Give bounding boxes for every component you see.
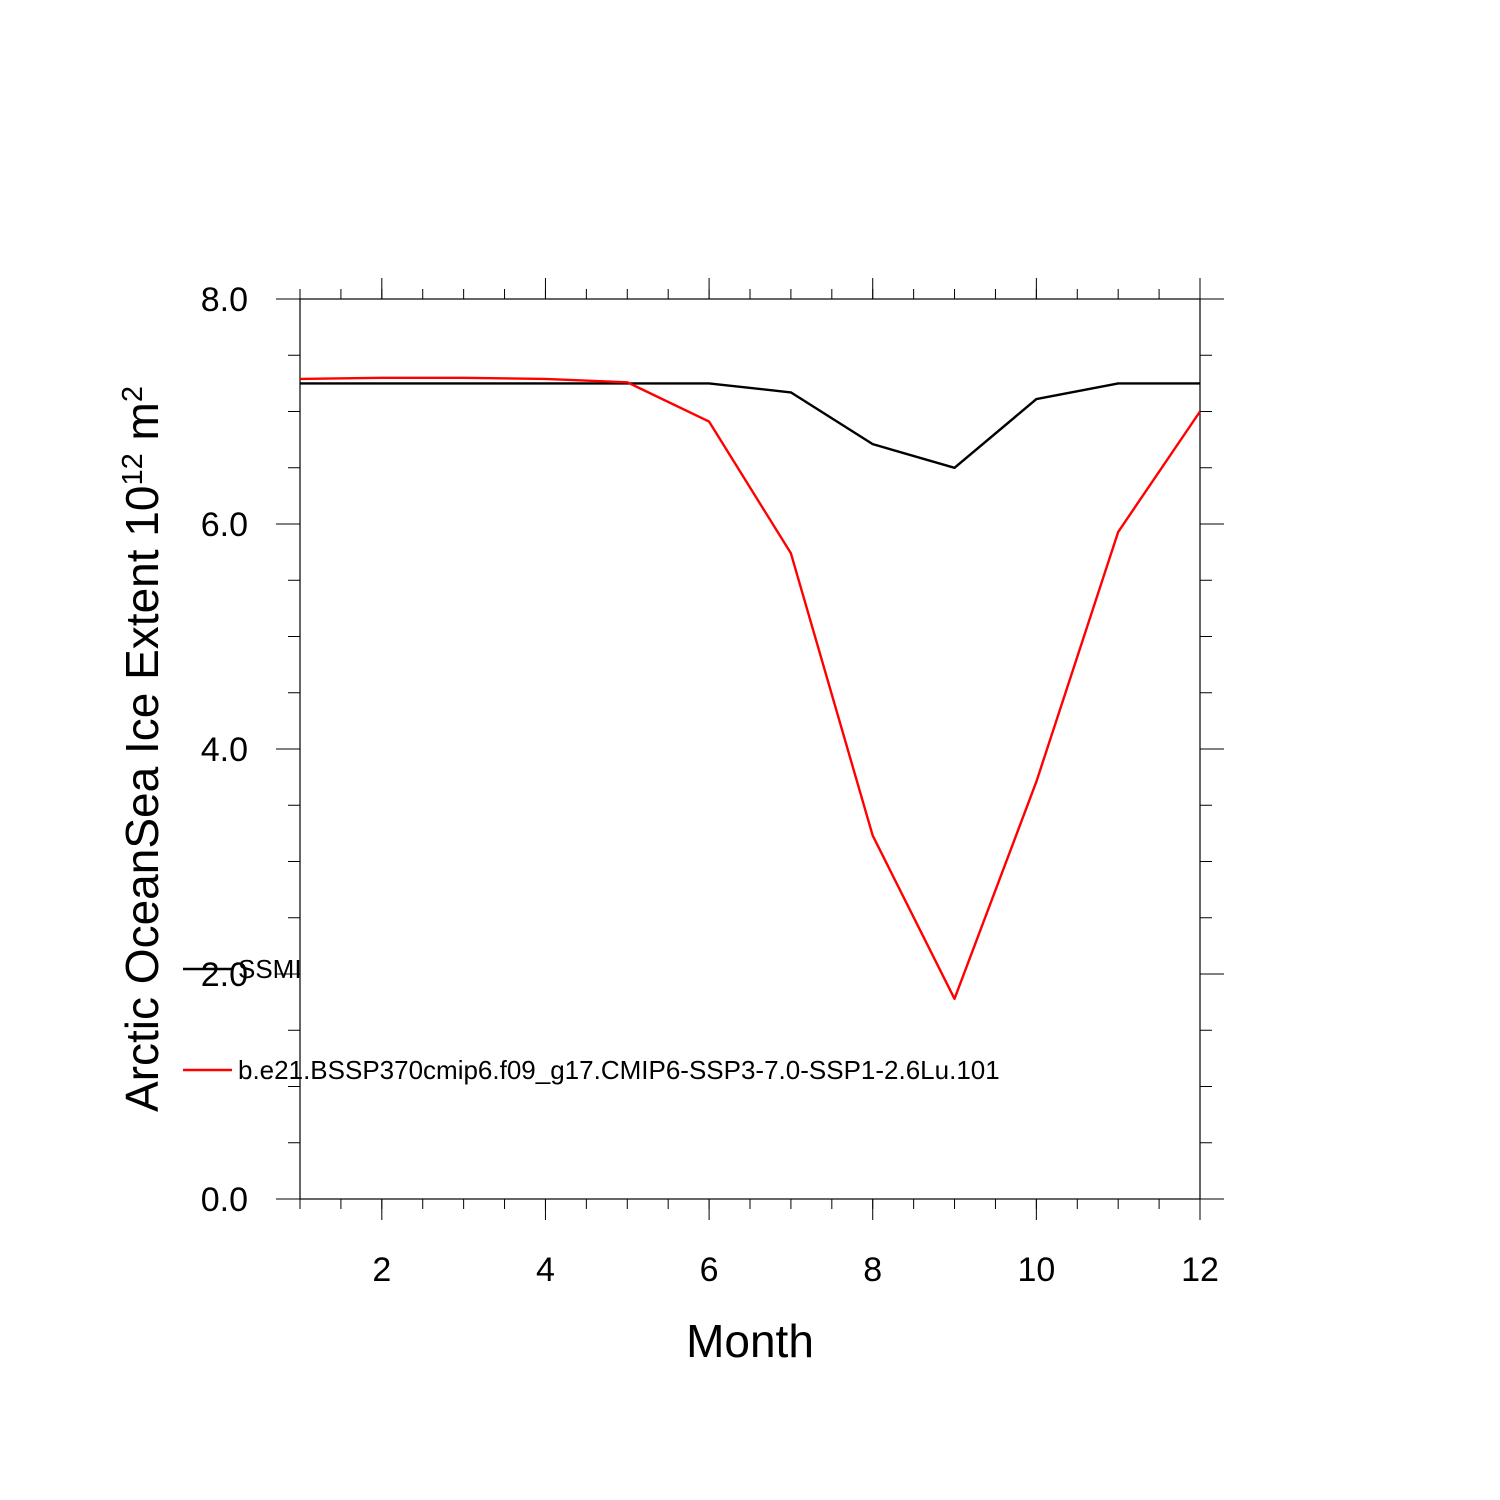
x-tick-label: 4 bbox=[536, 1251, 555, 1289]
x-tick-label: 2 bbox=[372, 1251, 391, 1289]
x-axis-title: Month bbox=[686, 1315, 814, 1367]
x-tick-label: 6 bbox=[700, 1251, 719, 1289]
x-tick-label: 12 bbox=[1181, 1251, 1219, 1289]
y-tick-labels: 0.0 2.0 4.0 6.0 8.0 bbox=[201, 281, 248, 1219]
legend: SSMI b.e21.BSSP370cmip6.f09_g17.CMIP6-SSP… bbox=[183, 954, 1000, 1085]
x-tick-labels: 2 4 6 8 10 12 bbox=[372, 1251, 1219, 1289]
x-tick-label: 10 bbox=[1017, 1251, 1055, 1289]
y-tick-label: 8.0 bbox=[201, 281, 248, 319]
series-line-2 bbox=[299, 376, 1201, 1000]
y-tick-label: 4.0 bbox=[201, 731, 248, 769]
legend-label-2: b.e21.BSSP370cmip6.f09_g17.CMIP6-SSP3-7.… bbox=[238, 1055, 1000, 1085]
y-tick-label: 2.0 bbox=[201, 956, 248, 994]
major-ticks bbox=[276, 278, 1224, 1220]
y-tick-label: 0.0 bbox=[201, 1181, 248, 1219]
series-line-1 bbox=[300, 382, 1200, 469]
y-tick-label: 6.0 bbox=[201, 506, 248, 544]
legend-label-1: SSMI bbox=[238, 954, 302, 984]
plot-frame bbox=[299, 298, 1201, 1200]
x-tick-label: 8 bbox=[863, 1251, 882, 1289]
y-axis-title: Arctic OceanSea Ice Extent 1012 m2 bbox=[116, 386, 168, 1112]
series-layer bbox=[299, 376, 1201, 1000]
